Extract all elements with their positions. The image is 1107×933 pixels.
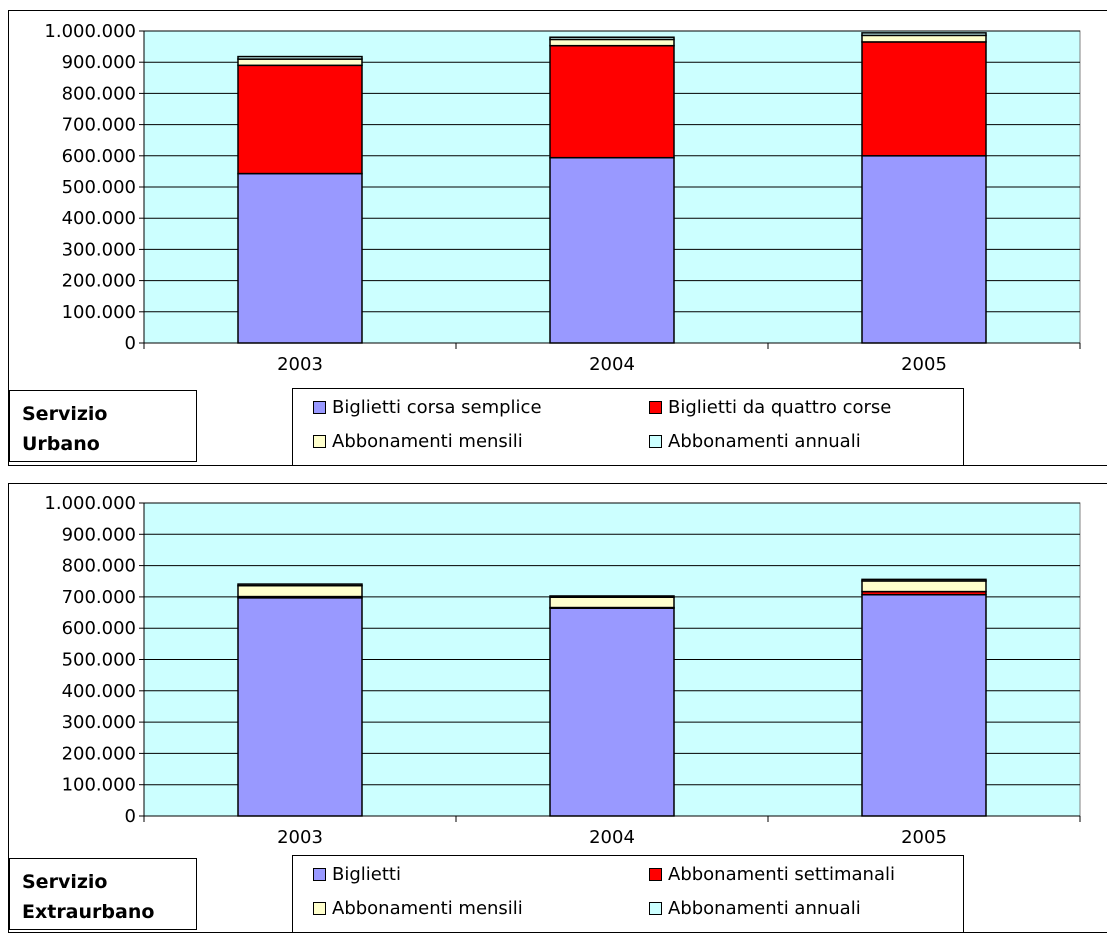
legend-item: Biglietti: [313, 864, 401, 885]
bar-segment: [861, 593, 987, 817]
legend-label: Abbonamenti annuali: [668, 898, 861, 919]
x-tick-label: 2003: [277, 827, 323, 848]
y-tick-label: 0: [125, 333, 136, 354]
bar-segment: [237, 55, 363, 60]
legend-swatch: [313, 401, 326, 414]
chart-title-line: Extraurbano: [22, 901, 155, 923]
y-tick-label: 900.000: [62, 52, 136, 73]
bar-segment: [549, 44, 675, 159]
legend-item: Abbonamenti mensili: [313, 431, 523, 452]
y-tick-label: 200.000: [62, 271, 136, 292]
extraurban-legend: Biglietti Abbonamenti settimanali Abbona…: [292, 855, 964, 932]
bar-segment: [237, 58, 363, 67]
bar-segment: [549, 607, 675, 817]
x-tick-label: 2005: [901, 827, 947, 848]
urban-plot: 0 100.000 200.000 300.000 400.000 500.000 600.…: [44, 21, 1081, 375]
legend-item: Abbonamenti mensili: [313, 898, 523, 919]
chart-title-line: Servizio: [22, 871, 108, 893]
y-tick-label: 100.000: [62, 775, 136, 796]
bar-segment: [237, 64, 363, 175]
y-tick-label: 500.000: [62, 650, 136, 671]
y-tick-label: 400.000: [62, 681, 136, 702]
bar-segment: [861, 578, 987, 582]
legend-swatch: [649, 401, 662, 414]
bar-segment: [237, 597, 363, 817]
legend-label: Biglietti: [332, 864, 401, 885]
y-tick-label: 0: [125, 806, 136, 827]
legend-item: Biglietti corsa semplice: [313, 397, 542, 418]
y-tick-label: 500.000: [62, 177, 136, 198]
legend-label: Abbonamenti mensili: [332, 898, 523, 919]
bar-segment: [861, 155, 987, 344]
bar-segment: [861, 41, 987, 157]
y-tick-label: 400.000: [62, 208, 136, 229]
urban-legend: Biglietti corsa semplice Biglietti da qu…: [292, 388, 964, 465]
chart-title-line: Urbano: [22, 433, 100, 455]
legend-label: Biglietti da quattro corse: [668, 397, 892, 418]
urban-chart: 0 100.000 200.000 300.000 400.000 500.000 600.…: [0, 0, 1107, 466]
y-tick-label: 800.000: [62, 83, 136, 104]
y-tick-label: 300.000: [62, 239, 136, 260]
chart-title: Servizio Urbano: [9, 390, 197, 462]
legend-label: Biglietti corsa semplice: [332, 397, 542, 418]
legend-swatch: [649, 868, 662, 881]
x-tick-label: 2004: [589, 827, 635, 848]
y-tick-label: 900.000: [62, 524, 136, 545]
bar-segment: [861, 32, 987, 37]
x-tick-label: 2004: [589, 354, 635, 375]
legend-swatch: [649, 435, 662, 448]
chart-title-line: Servizio: [22, 403, 108, 425]
y-tick-label: 200.000: [62, 743, 136, 764]
extraurban-chart: 0 100.000 200.000 300.000 400.000 500.000 600.…: [0, 473, 1107, 933]
bar-segment: [549, 596, 675, 609]
y-tick-label: 100.000: [62, 302, 136, 323]
legend-item: Abbonamenti annuali: [649, 898, 861, 919]
bar-segment: [549, 156, 675, 344]
y-tick-label: 800.000: [62, 556, 136, 577]
x-tick-label: 2005: [901, 354, 947, 375]
legend-label: Abbonamenti settimanali: [668, 864, 895, 885]
chart-title: Servizio Extraurbano: [9, 858, 197, 930]
bar-segment: [861, 34, 987, 43]
bar-segment: [237, 583, 363, 587]
bar-segment: [549, 36, 675, 41]
bar-segment: [237, 172, 363, 344]
bar-segment: [549, 595, 675, 598]
extraurban-plot: 0 100.000 200.000 300.000 400.000 500.000 600.…: [44, 493, 1081, 848]
y-tick-label: 1.000.000: [44, 493, 136, 514]
y-tick-label: 300.000: [62, 712, 136, 733]
legend-item: Biglietti da quattro corse: [649, 397, 891, 418]
legend-item: Abbonamenti settimanali: [649, 864, 895, 885]
bar-segment: [861, 580, 987, 593]
x-tick-label: 2003: [277, 354, 323, 375]
y-tick-label: 600.000: [62, 146, 136, 167]
legend-item: Abbonamenti annuali: [649, 431, 861, 452]
y-tick-label: 700.000: [62, 115, 136, 136]
legend-swatch: [313, 435, 326, 448]
legend-swatch: [313, 868, 326, 881]
bar-segment: [237, 584, 363, 598]
legend-label: Abbonamenti mensili: [332, 431, 523, 452]
y-tick-label: 1.000.000: [44, 21, 136, 42]
bar-segment: [549, 38, 675, 47]
y-tick-label: 600.000: [62, 618, 136, 639]
legend-label: Abbonamenti annuali: [668, 431, 861, 452]
legend-swatch: [313, 902, 326, 915]
y-tick-label: 700.000: [62, 587, 136, 608]
legend-swatch: [649, 902, 662, 915]
